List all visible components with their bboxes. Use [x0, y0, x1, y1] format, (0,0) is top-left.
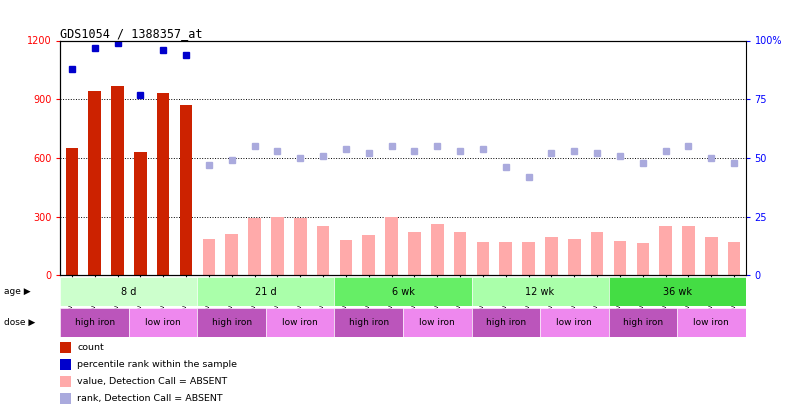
Bar [339, 240, 352, 275]
Text: low iron: low iron [693, 318, 729, 327]
Bar [613, 241, 626, 275]
Bar [266, 308, 334, 337]
Text: GDS1054 / 1388357_at: GDS1054 / 1388357_at [60, 28, 203, 40]
Bar [271, 217, 284, 275]
Bar [454, 232, 467, 275]
Text: 6 wk: 6 wk [392, 287, 414, 296]
Text: 21 d: 21 d [256, 287, 276, 296]
Bar [60, 308, 129, 337]
Text: percentile rank within the sample: percentile rank within the sample [77, 360, 238, 369]
Bar [540, 308, 609, 337]
Text: high iron: high iron [75, 318, 114, 327]
Bar [682, 226, 695, 275]
Bar [472, 277, 609, 306]
Text: high iron: high iron [623, 318, 663, 327]
Text: 12 wk: 12 wk [526, 287, 555, 296]
Text: high iron: high iron [212, 318, 251, 327]
Bar [403, 308, 472, 337]
Text: count: count [77, 343, 104, 352]
Bar [545, 237, 558, 275]
Bar [522, 242, 535, 275]
Bar [65, 148, 78, 275]
Bar [157, 94, 169, 275]
Text: 36 wk: 36 wk [663, 287, 692, 296]
Bar [363, 235, 375, 275]
Bar [728, 242, 741, 275]
Text: low iron: low iron [556, 318, 592, 327]
Bar [609, 308, 677, 337]
Bar [129, 308, 197, 337]
Text: age ▶: age ▶ [4, 287, 31, 296]
Bar [408, 232, 421, 275]
Text: high iron: high iron [486, 318, 526, 327]
Text: dose ▶: dose ▶ [4, 318, 35, 327]
Bar [637, 243, 649, 275]
Bar [705, 237, 717, 275]
Bar [317, 226, 330, 275]
Text: low iron: low iron [282, 318, 318, 327]
Text: low iron: low iron [145, 318, 181, 327]
Bar [659, 226, 672, 275]
Bar [385, 217, 398, 275]
Text: 8 d: 8 d [121, 287, 137, 296]
Text: value, Detection Call = ABSENT: value, Detection Call = ABSENT [77, 377, 227, 386]
Bar [134, 152, 147, 275]
Bar [294, 217, 306, 275]
Bar [677, 308, 746, 337]
Bar [472, 308, 540, 337]
Bar [609, 277, 746, 306]
Bar [500, 242, 512, 275]
Text: high iron: high iron [349, 318, 388, 327]
Bar [591, 232, 604, 275]
Bar [202, 239, 215, 275]
Bar [334, 277, 472, 306]
Bar [111, 85, 124, 275]
Bar [334, 308, 403, 337]
Bar [197, 308, 266, 337]
Bar [476, 242, 489, 275]
Bar [60, 277, 197, 306]
Text: rank, Detection Call = ABSENT: rank, Detection Call = ABSENT [77, 394, 223, 403]
Bar [226, 234, 238, 275]
Bar [180, 105, 193, 275]
Bar [248, 217, 261, 275]
Bar [89, 92, 101, 275]
Text: low iron: low iron [419, 318, 455, 327]
Bar [568, 239, 580, 275]
Bar [197, 277, 334, 306]
Bar [431, 224, 443, 275]
